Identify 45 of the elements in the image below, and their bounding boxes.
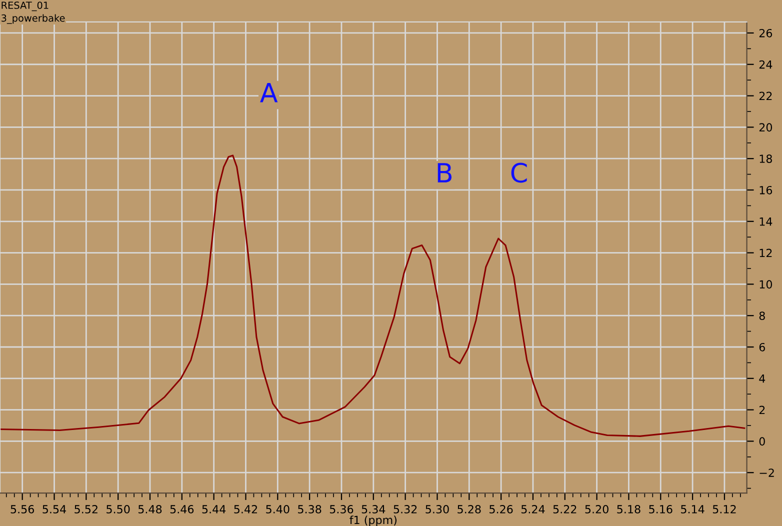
x-tick-label: 5.42 (234, 505, 257, 514)
x-tick-label: 5.14 (681, 505, 704, 514)
y-tick-label: 26 (759, 28, 772, 38)
y-tick-label: 0 (759, 437, 765, 446)
line-series (0, 154, 746, 437)
y-tick-label: −2 (760, 468, 774, 477)
x-tick-label: 5.46 (170, 505, 194, 514)
x-tick-label: 5.16 (649, 505, 672, 514)
annotation: 3_powerbake (2, 14, 65, 24)
annotation: C (511, 162, 527, 183)
y-tick-label: 22 (759, 92, 772, 100)
y-tick-label: 12 (760, 248, 772, 258)
x-tick-label: 5.40 (266, 505, 290, 514)
y-tick-label: 2 (759, 406, 765, 414)
y-tick-label: 24 (759, 60, 772, 69)
annotation: A (260, 83, 278, 102)
x-tick-label: 5.44 (202, 505, 226, 514)
y-tick-label: 20 (759, 123, 772, 132)
x-tick-label: 5.56 (10, 505, 34, 514)
y-tick-label: 6 (759, 342, 765, 352)
y-tick-label: 16 (760, 186, 772, 194)
x-tick-label: 5.20 (585, 505, 608, 514)
x-tick-label: 5.52 (74, 505, 98, 514)
y-tick-label: 8 (759, 312, 765, 320)
x-tick-label: 5.24 (521, 505, 545, 514)
y-tick-label: 14 (760, 218, 772, 226)
x-tick-label: 5.30 (426, 505, 449, 514)
x-tick-label: 5.36 (330, 505, 354, 514)
x-tick-label: 5.48 (138, 505, 162, 514)
x-tick-label: 5.50 (106, 505, 130, 514)
x-tick-label: 5.54 (42, 505, 66, 514)
x-tick-label: 5.32 (394, 505, 417, 514)
x-tick-label: 5.28 (458, 505, 481, 514)
x-tick-label: 5.18 (617, 505, 640, 514)
x-tick-label: 5.34 (362, 505, 386, 514)
y-tick-label: 18 (760, 154, 772, 163)
y-tick-label: 10 (760, 280, 772, 289)
x-tick-label: 5.38 (298, 505, 322, 514)
x-tick-label: 5.26 (490, 505, 513, 514)
annotation: B (438, 163, 452, 182)
x-tick-label: 5.22 (553, 505, 576, 514)
y-tick-label: 4 (759, 374, 766, 383)
x-tick-label: 5.12 (712, 505, 736, 514)
x-axis-title: f1 (ppm) (350, 516, 397, 526)
text: RESAT_01 (2, 2, 48, 12)
